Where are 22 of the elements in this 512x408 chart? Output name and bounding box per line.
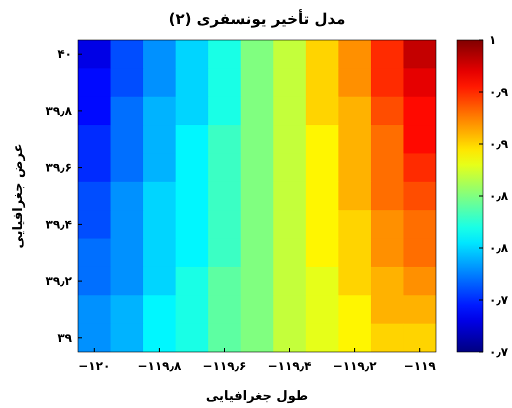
y-tick-label: ۳۹٫۲ (46, 274, 73, 288)
chart-title: مدل تأخیر یونسفری (۲) (168, 9, 346, 28)
color-bar-label: ۰٫۹ (489, 85, 509, 99)
color-bar-label: ۰٫۸ (489, 241, 509, 255)
y-tick-label: ۳۹٫۶ (46, 160, 72, 175)
color-bar-label: ۱ (489, 33, 496, 47)
y-tick-label: ۳۹٫۴ (46, 217, 72, 232)
y-axis-title: عرض جغرافیایی (11, 144, 26, 248)
x-tick-label: −۱۱۹٫۲ (332, 359, 378, 373)
x-tick-label: −۱۱۹ (404, 359, 436, 373)
x-tick-label: −۱۱۹٫۴ (268, 359, 312, 373)
color-bar-label: ۰٫۷ (489, 345, 509, 359)
x-axis-title: طول جغرافیایی (206, 389, 308, 404)
y-tick-label: ۴۰ (57, 47, 72, 62)
y-tick-label: ۳۹ (57, 330, 73, 345)
x-tick-label: −۱۱۹٫۸ (137, 359, 182, 373)
x-tick-label: −۱۱۹٫۶ (202, 359, 246, 373)
color-bar-label: ۰٫۸ (489, 189, 509, 203)
color-bar-label: ۰٫۹ (489, 137, 509, 151)
color-bar-label: ۰٫۷ (489, 293, 509, 307)
y-tick-label: ۳۹٫۸ (46, 104, 73, 118)
x-tick-label: −۱۲۰ (78, 359, 110, 373)
